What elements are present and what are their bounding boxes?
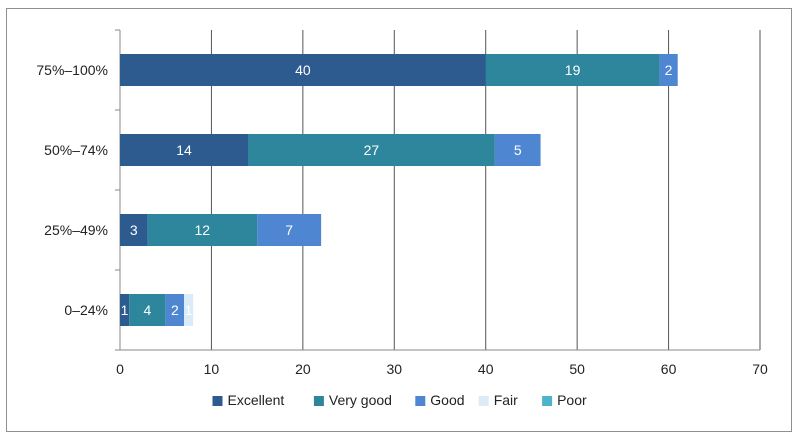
legend: Excellent Very good Good Fair Poor [212, 392, 587, 408]
bar-good-3 [165, 294, 184, 326]
y-category-label-1: 50%–74% [44, 142, 108, 158]
bar-excellent-0 [120, 54, 486, 86]
bar-excellent-2 [120, 214, 148, 246]
data-label-excellent-2: 3 [130, 222, 138, 238]
data-labels: 40 19 214 27 53 12 71 4 2 1 [121, 62, 673, 318]
bar-very-good-2 [147, 214, 258, 246]
bar-good-1 [494, 134, 541, 166]
legend-swatch-very-good [313, 396, 324, 406]
legend-swatch-excellent [212, 396, 223, 406]
data-label-excellent-1: 14 [176, 142, 192, 158]
y-category-label-0: 75%–100% [36, 62, 108, 78]
x-tick-label-10: 10 [204, 361, 220, 377]
legend-swatch-fair [478, 396, 489, 406]
bar-excellent-1 [120, 134, 248, 166]
x-tick-label-40: 40 [478, 361, 494, 377]
legend-label-very-good: Very good [329, 392, 392, 408]
data-label-very-good-3: 4 [144, 302, 152, 318]
legend-label-excellent: Excellent [228, 392, 285, 408]
x-tick-label-50: 50 [569, 361, 585, 377]
data-label-excellent-3: 1 [121, 302, 129, 318]
data-label-good-3: 2 [171, 302, 179, 318]
data-label-good-1: 5 [514, 142, 522, 158]
data-label-very-good-0: 19 [565, 62, 581, 78]
legend-swatch-good [415, 396, 426, 406]
bars [120, 54, 678, 326]
x-tick-label-0: 0 [116, 361, 124, 377]
data-label-fair-3: 1 [185, 302, 193, 318]
legend-label-good: Good [430, 392, 464, 408]
y-category-label-2: 25%–49% [44, 222, 108, 238]
x-tick-label-60: 60 [661, 361, 677, 377]
x-tick-label-70: 70 [752, 361, 768, 377]
legend-label-poor: Poor [557, 392, 587, 408]
x-tick-label-20: 20 [295, 361, 311, 377]
data-label-excellent-0: 40 [295, 62, 311, 78]
data-label-very-good-1: 27 [364, 142, 380, 158]
bar-fair-3 [184, 294, 194, 326]
x-tick-label-30: 30 [386, 361, 402, 377]
legend-label-fair: Fair [494, 392, 518, 408]
bar-very-good-3 [129, 294, 166, 326]
legend-swatch-poor [542, 396, 553, 406]
data-label-good-2: 7 [285, 222, 293, 238]
data-label-good-0: 2 [665, 62, 673, 78]
bar-good-0 [659, 54, 678, 86]
axes: 0 10 20 30 40 50 60 70 75%–100% 50%–74% 25%–49% 0–2… [36, 29, 768, 377]
bar-good-2 [257, 214, 322, 246]
data-label-very-good-2: 12 [194, 222, 210, 238]
bar-excellent-3 [120, 294, 130, 326]
bar-very-good-1 [248, 134, 495, 166]
y-category-label-3: 0–24% [64, 302, 108, 318]
bar-very-good-0 [485, 54, 660, 86]
